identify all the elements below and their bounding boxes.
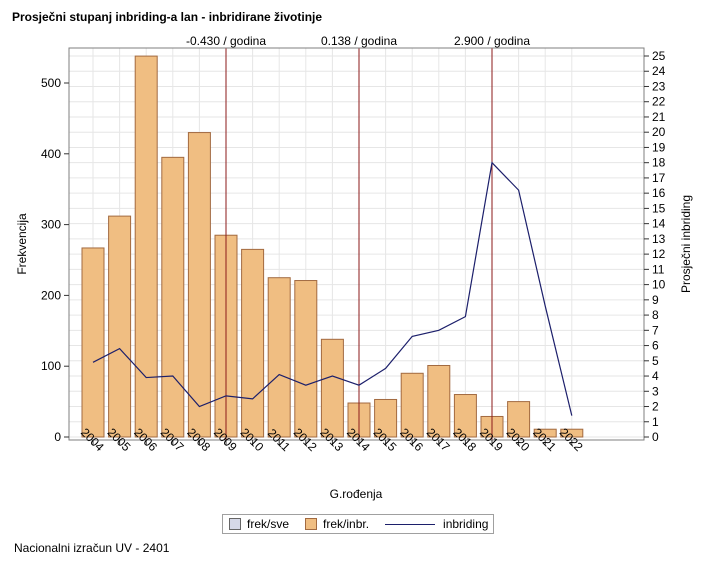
legend-item-inbriding: inbriding — [375, 517, 488, 531]
y2-tick-label: 25 — [652, 49, 666, 63]
legend-swatch-inbriding — [385, 523, 436, 525]
y2-tick-label: 23 — [652, 79, 666, 93]
y2-tick-label: 24 — [652, 64, 666, 78]
y2-tick-label: 21 — [652, 110, 666, 124]
y2-tick-label: 22 — [652, 95, 666, 109]
bar-2006 — [134, 55, 158, 438]
bar-2007 — [161, 156, 185, 438]
y-tick-label: 500 — [41, 76, 61, 90]
legend-label-frek-inbr: frek/inbr. — [323, 517, 370, 531]
bar-2013 — [320, 338, 344, 438]
y2-tick-label: 2 — [652, 400, 659, 414]
legend-item-frek-sve: frek/sve — [229, 517, 289, 531]
y-axis-left: 0 100 200 300 400 500 — [41, 76, 69, 444]
bar-2015 — [374, 398, 398, 438]
bar-2017 — [427, 364, 451, 438]
y2-tick-label: 1 — [652, 415, 659, 429]
bar-2021 — [533, 428, 557, 438]
plot-frame — [68, 47, 645, 441]
y2-axis-label: Prosječni inbriding — [679, 195, 693, 293]
bar-2011 — [267, 277, 291, 438]
y2-tick-label: 4 — [652, 369, 659, 383]
y2-tick-label: 3 — [652, 384, 659, 398]
legend-swatch-frek-inbr — [305, 518, 318, 530]
bar-2008 — [187, 132, 211, 438]
y-axis-label: Frekvencija — [15, 213, 29, 275]
bars — [81, 55, 584, 438]
x-axis-label: G.rođenja — [330, 487, 383, 501]
y-tick-label: 0 — [54, 430, 61, 444]
trend-markers: -0.430 / godina 0.138 / godina 2.900 / god… — [186, 34, 530, 440]
y2-tick-label: 11 — [652, 262, 665, 276]
legend-label-frek-sve: frek/sve — [247, 517, 290, 531]
y2-tick-label: 14 — [652, 217, 666, 231]
y2-tick-label: 6 — [652, 339, 659, 353]
bar-2010 — [241, 248, 265, 438]
bar-2005 — [108, 215, 132, 438]
trend-label-2014: 0.138 / godina — [321, 34, 397, 48]
legend-label-inbriding: inbriding — [443, 517, 489, 531]
y2-tick-label: 5 — [652, 354, 659, 368]
y2-tick-label: 13 — [652, 232, 666, 246]
bar-2022 — [560, 428, 584, 438]
y-axis-right: 0123456789101112131415161718192021222324… — [644, 49, 666, 444]
y2-tick-label: 16 — [652, 186, 666, 200]
y2-tick-label: 17 — [652, 171, 666, 185]
y-tick-label: 300 — [41, 218, 61, 232]
y2-tick-label: 15 — [652, 201, 666, 215]
inbriding-line — [92, 161, 573, 416]
y-tick-label: 400 — [41, 147, 61, 161]
y-tick-label: 200 — [41, 288, 61, 302]
bar-2016 — [400, 372, 424, 438]
legend: frek/sve frek/inbr. inbriding — [222, 514, 494, 534]
bar-2012 — [294, 280, 318, 438]
y2-tick-label: 7 — [652, 323, 659, 337]
bar-2018 — [453, 394, 477, 438]
inbriding-line-group — [92, 161, 573, 416]
legend-swatch-frek-sve — [229, 518, 241, 530]
y2-tick-label: 0 — [652, 430, 659, 444]
legend-item-frek-inbr: frek/inbr. — [305, 517, 369, 531]
y2-tick-label: 19 — [652, 140, 666, 154]
y-tick-label: 100 — [41, 359, 61, 373]
bar-2004 — [81, 247, 105, 438]
chart-title: Prosječni stupanj inbriding-a lan - inbr… — [12, 10, 323, 24]
y2-tick-label: 8 — [652, 308, 659, 322]
y2-tick-label: 9 — [652, 293, 659, 307]
footer-note: Nacionalni izračun UV - 2401 — [14, 541, 170, 555]
y2-tick-label: 18 — [652, 156, 666, 170]
trend-label-2009: -0.430 / godina — [186, 34, 266, 48]
y2-tick-label: 12 — [652, 247, 666, 261]
y2-tick-label: 10 — [652, 278, 666, 292]
trend-label-2019: 2.900 / godina — [454, 34, 530, 48]
bar-2020 — [507, 401, 531, 438]
y2-tick-label: 20 — [652, 125, 666, 139]
